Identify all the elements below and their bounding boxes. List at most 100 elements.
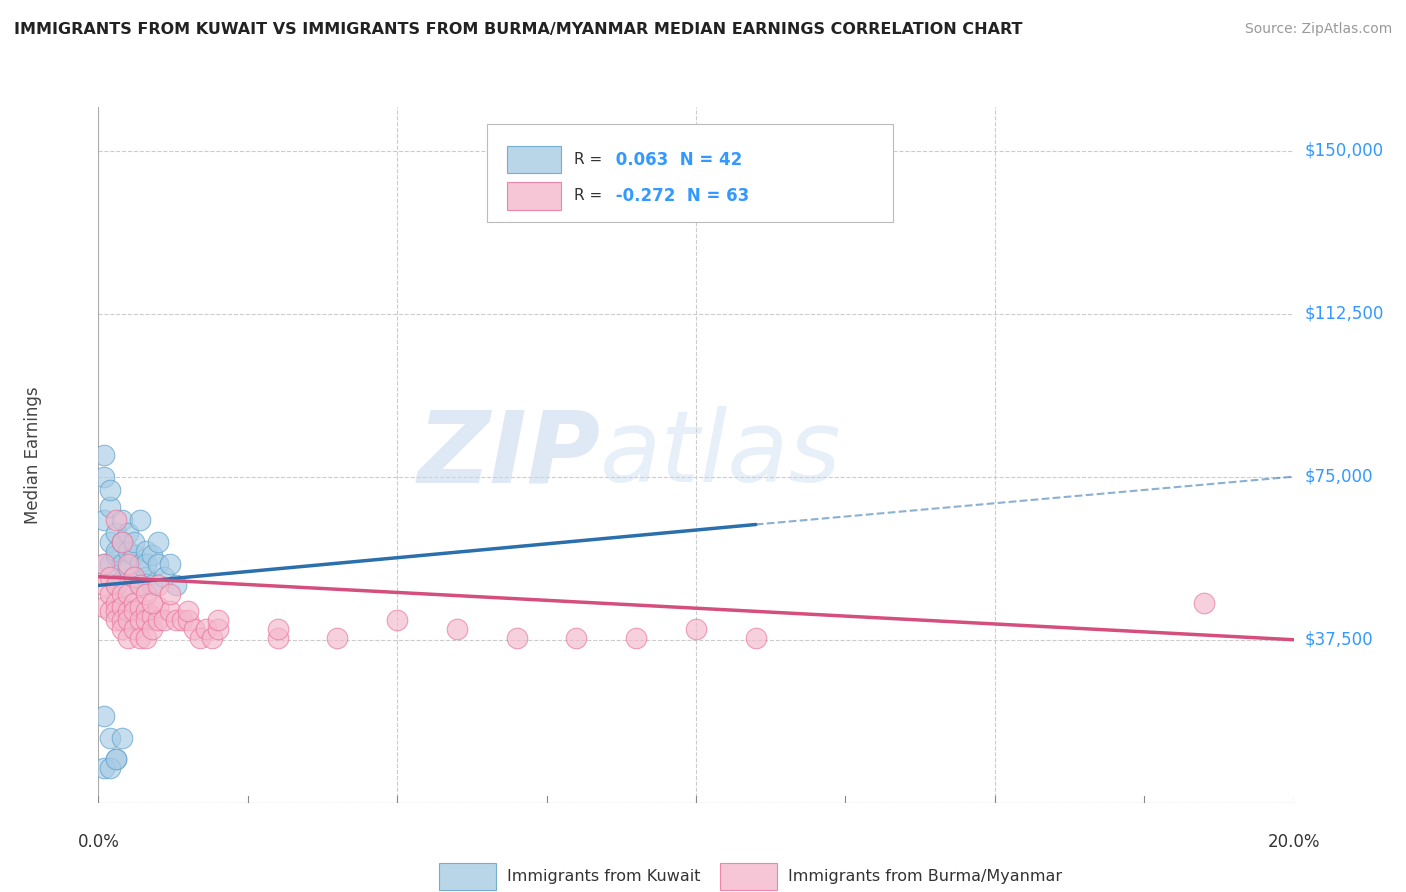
Point xyxy=(117,543,139,558)
Point xyxy=(117,605,139,619)
FancyBboxPatch shape xyxy=(486,124,893,222)
Point xyxy=(148,578,170,592)
Point xyxy=(207,622,229,636)
Point xyxy=(93,557,115,571)
Point xyxy=(111,535,134,549)
Point xyxy=(124,535,146,549)
Point xyxy=(105,548,128,562)
Point xyxy=(105,613,128,627)
Point xyxy=(98,761,122,775)
Point xyxy=(172,613,194,627)
Point xyxy=(93,708,115,723)
Point xyxy=(93,513,115,527)
Point xyxy=(129,513,152,527)
Point xyxy=(98,605,122,619)
Point xyxy=(194,622,218,636)
Text: -0.272  N = 63: -0.272 N = 63 xyxy=(610,186,749,205)
Point xyxy=(326,631,349,645)
Point xyxy=(135,587,157,601)
Point xyxy=(148,613,170,627)
Point xyxy=(165,613,187,627)
Text: Immigrants from Kuwait: Immigrants from Kuwait xyxy=(508,869,700,884)
Text: Immigrants from Burma/Myanmar: Immigrants from Burma/Myanmar xyxy=(787,869,1062,884)
Point xyxy=(105,752,128,766)
Point xyxy=(98,500,122,514)
Point xyxy=(93,557,115,571)
Point xyxy=(124,622,146,636)
Point xyxy=(111,535,134,549)
Text: Median Earnings: Median Earnings xyxy=(24,386,42,524)
FancyBboxPatch shape xyxy=(508,145,561,173)
Point xyxy=(105,605,128,619)
Point xyxy=(141,548,163,562)
Point xyxy=(267,622,290,636)
Point xyxy=(129,557,152,571)
Point xyxy=(98,587,122,601)
Point xyxy=(183,622,205,636)
Point xyxy=(188,631,211,645)
Point xyxy=(153,570,176,584)
Point xyxy=(98,731,122,745)
Point xyxy=(98,557,122,571)
Text: Source: ZipAtlas.com: Source: ZipAtlas.com xyxy=(1244,22,1392,37)
Text: $75,000: $75,000 xyxy=(1305,467,1374,485)
Point xyxy=(105,578,128,592)
Point xyxy=(385,613,409,627)
Text: atlas: atlas xyxy=(600,407,842,503)
Point xyxy=(117,578,139,592)
Point xyxy=(93,578,115,592)
Point xyxy=(124,570,146,584)
Point xyxy=(148,600,170,615)
Point xyxy=(129,613,152,627)
Point xyxy=(105,578,128,592)
Point xyxy=(93,600,115,615)
Point xyxy=(111,587,134,601)
Point xyxy=(105,596,128,610)
Point xyxy=(165,578,187,592)
Point xyxy=(135,557,157,571)
Text: IMMIGRANTS FROM KUWAIT VS IMMIGRANTS FROM BURMA/MYANMAR MEDIAN EARNINGS CORRELAT: IMMIGRANTS FROM KUWAIT VS IMMIGRANTS FRO… xyxy=(14,22,1022,37)
Point xyxy=(685,622,707,636)
Point xyxy=(98,535,122,549)
Point xyxy=(446,622,468,636)
Point xyxy=(117,587,139,601)
Point xyxy=(129,578,152,592)
Point xyxy=(111,513,134,527)
Point xyxy=(177,613,200,627)
Text: 20.0%: 20.0% xyxy=(1267,833,1320,851)
Point xyxy=(111,613,134,627)
FancyBboxPatch shape xyxy=(508,182,561,210)
Point xyxy=(105,543,128,558)
Point xyxy=(135,570,157,584)
Point xyxy=(124,548,146,562)
Point xyxy=(207,613,229,627)
Point xyxy=(93,448,115,462)
Point xyxy=(117,526,139,541)
Text: 0.063  N = 42: 0.063 N = 42 xyxy=(610,151,742,169)
FancyBboxPatch shape xyxy=(720,863,778,889)
Point xyxy=(141,608,163,623)
Point xyxy=(135,613,157,627)
Point xyxy=(141,578,163,592)
Point xyxy=(141,596,163,610)
Text: $112,500: $112,500 xyxy=(1305,304,1384,323)
Point xyxy=(1192,596,1215,610)
Point xyxy=(129,578,152,592)
Point xyxy=(129,600,152,615)
Point xyxy=(745,631,768,645)
Point xyxy=(117,631,139,645)
Point xyxy=(129,631,152,645)
Point xyxy=(117,561,139,575)
Point xyxy=(159,587,181,601)
Point xyxy=(111,557,134,571)
Point xyxy=(105,526,128,541)
Text: ZIP: ZIP xyxy=(418,407,600,503)
Point xyxy=(148,535,170,549)
Point xyxy=(177,605,200,619)
Point xyxy=(159,557,181,571)
Text: R =: R = xyxy=(574,152,602,167)
Point xyxy=(267,631,290,645)
Text: $150,000: $150,000 xyxy=(1305,142,1384,160)
Point xyxy=(117,557,139,571)
Point xyxy=(111,731,134,745)
